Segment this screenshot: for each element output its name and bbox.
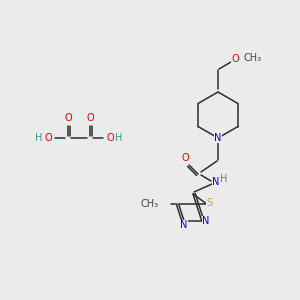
Text: N: N — [212, 177, 220, 187]
Text: N: N — [181, 220, 188, 230]
Text: H: H — [35, 133, 43, 143]
Text: O: O — [64, 113, 72, 123]
Text: CH₃: CH₃ — [141, 200, 159, 209]
Text: H: H — [115, 133, 123, 143]
Text: S: S — [206, 198, 212, 208]
Text: O: O — [181, 153, 189, 163]
Text: O: O — [86, 113, 94, 123]
Text: O: O — [106, 133, 114, 143]
Text: O: O — [44, 133, 52, 143]
Text: N: N — [202, 216, 209, 226]
Text: O: O — [231, 54, 239, 64]
Text: N: N — [214, 133, 222, 143]
Text: CH₃: CH₃ — [243, 53, 261, 63]
Text: H: H — [220, 174, 228, 184]
